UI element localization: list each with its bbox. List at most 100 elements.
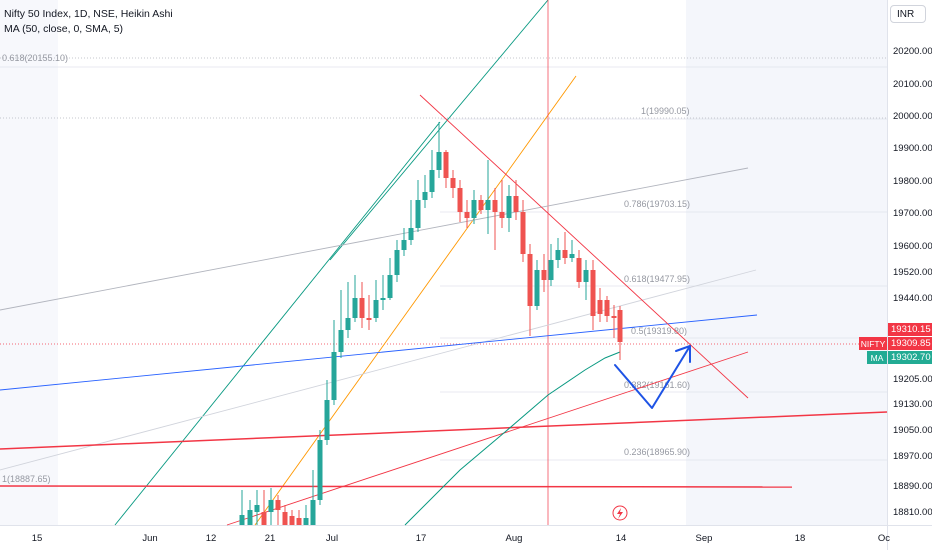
bullish-candle: [485, 160, 491, 234]
bullish-candle: [317, 430, 323, 505]
time-tick-label: Aug: [506, 533, 523, 544]
lightning-icon[interactable]: [612, 505, 628, 521]
bearish-candle: [611, 305, 617, 338]
price-tick-label: 18890.00: [893, 481, 932, 492]
fib-labels: 0.618(20155.10) 1(19990.05) 0.786(19703.15…: [2, 53, 690, 484]
bearish-candle: [597, 288, 603, 322]
bullish-candle: [415, 180, 421, 232]
price-tick-label: 19900.00: [893, 143, 932, 154]
price-tick-label: 19800.00: [893, 176, 932, 187]
bearish-candle: [261, 490, 267, 525]
bullish-candle: [429, 150, 435, 198]
time-tick-label: 18: [795, 533, 806, 544]
bearish-candle: [450, 170, 456, 198]
fib-levels: [0, 57, 887, 345]
bullish-candle: [394, 240, 400, 282]
bullish-candle: [239, 490, 245, 525]
price-tick-label: 18970.00: [893, 451, 932, 462]
fib-level-label: 0.236(18965.90): [624, 447, 690, 457]
bearish-candle: [541, 254, 547, 292]
fib-level-label: 1(18887.65): [2, 474, 51, 484]
bullish-candle: [338, 290, 344, 358]
price-tick-label: 20100.00: [893, 79, 932, 90]
bullish-candle: [583, 260, 589, 300]
bullish-candle: [331, 320, 337, 405]
orange-trend-line: [254, 75, 577, 526]
bullish-candle: [387, 258, 393, 300]
price-tick-label: 19440.00: [893, 293, 932, 304]
symbol-price-tag: 19309.85: [888, 337, 932, 350]
grey-trend-lower: [0, 269, 757, 471]
bullish-candle: [548, 244, 554, 286]
bearish-candle: [492, 188, 498, 250]
time-tick-label: 12: [206, 533, 217, 544]
bearish-candle: [617, 306, 623, 360]
price-tick-label: 19520.00: [893, 267, 932, 278]
bearish-candle: [457, 180, 463, 222]
symbol-tag: NIFTY: [859, 337, 887, 350]
price-tick-label: 18810.00: [893, 507, 932, 518]
price-tick-label: 19600.00: [893, 241, 932, 252]
bearish-candle: [562, 232, 568, 264]
bearish-candle: [604, 296, 610, 322]
bullish-candle: [569, 240, 575, 262]
green-channel-lower: [114, 121, 441, 526]
bullish-candle: [380, 275, 386, 310]
bullish-candle: [436, 122, 442, 178]
bearish-candle: [289, 510, 295, 525]
red-descending-line: [419, 94, 749, 399]
bullish-candle: [373, 280, 379, 322]
bearish-candle: [527, 244, 533, 336]
price-tick-label: 20000.00: [893, 111, 932, 122]
bearish-candle: [359, 282, 365, 328]
heikin-ashi-candles: [239, 122, 623, 525]
time-tick-label: Sep: [696, 533, 713, 544]
projection-path: [614, 345, 691, 409]
bullish-candle: [324, 380, 330, 445]
bullish-candle: [506, 185, 512, 232]
bullish-candle: [247, 500, 253, 525]
ma-price-tag: 19302.70: [888, 351, 932, 364]
bearish-candle: [478, 195, 484, 214]
fib-level-label: 0.618(20155.10): [2, 53, 68, 63]
bearish-candle: [520, 200, 526, 262]
fib-solid-levels: [0, 66, 887, 461]
symbol-title[interactable]: Nifty 50 Index, 1D, NSE, Heikin Ashi: [4, 8, 173, 20]
bearish-candle: [296, 510, 302, 525]
fib-level-label: 0.618(19477.95): [624, 274, 690, 284]
red-trend-line-thin: [226, 351, 749, 526]
ma-tag: MA: [867, 351, 887, 364]
price-axis[interactable]: 20200.00 20100.00 20000.00 19900.00 19800.00…: [893, 46, 932, 518]
price-tick-label: 20200.00: [893, 46, 932, 57]
bullish-candle: [408, 200, 414, 245]
time-tick-label: Jul: [326, 533, 338, 544]
fib-level-label: 0.382(19161.60): [624, 380, 690, 390]
bearish-candle: [443, 150, 449, 188]
fib-level-label: 0.786(19703.15): [624, 199, 690, 209]
time-tick-label: 21: [265, 533, 276, 544]
right-shaded-region: [686, 0, 888, 525]
left-shaded-region: [0, 0, 58, 525]
bullish-candle: [303, 505, 309, 525]
red-horizontal-line: [0, 485, 793, 488]
bearish-candle: [366, 295, 372, 330]
bullish-candle: [555, 238, 561, 268]
time-tick-label: 15: [32, 533, 43, 544]
bearish-candle: [513, 180, 519, 220]
last-price-tag: 19310.15: [888, 323, 932, 336]
bullish-candle: [268, 488, 274, 525]
price-tick-label: 19050.00: [893, 425, 932, 436]
price-tick-label: 19205.00: [893, 374, 932, 385]
time-tick-label: Oc: [878, 533, 890, 544]
currency-button[interactable]: INR: [890, 5, 926, 23]
time-tick-label: Jun: [142, 533, 157, 544]
grey-trend-upper: [0, 167, 749, 311]
time-tick-label: 14: [616, 533, 627, 544]
bullish-candle: [310, 470, 316, 525]
time-axis[interactable]: 15 Jun 12 21 Jul 17 Aug 14 Sep 18 Oc: [32, 533, 891, 544]
bullish-candle: [471, 190, 477, 224]
moving-average-line: [404, 351, 621, 526]
indicator-title[interactable]: MA (50, close, 0, SMA, 5): [4, 23, 124, 35]
